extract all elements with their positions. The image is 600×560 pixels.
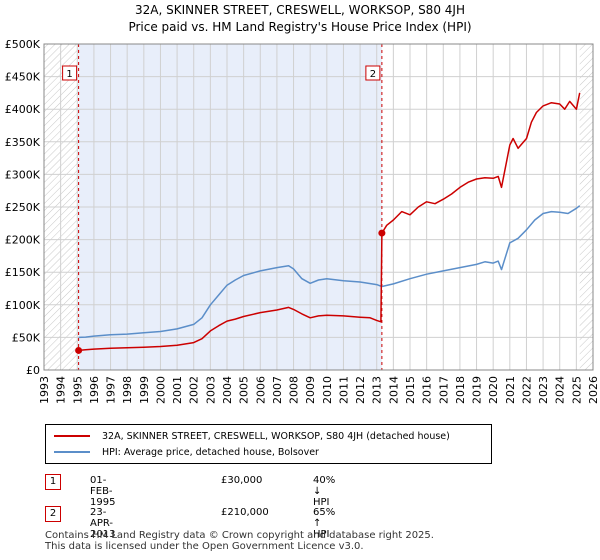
annotation-hpi: 40% ↓ HPI [313, 475, 336, 508]
x-tick-label: 2009 [304, 376, 317, 404]
chart-legend: 32A, SKINNER STREET, CRESWELL, WORKSOP, … [45, 424, 492, 464]
x-tick-label: 2015 [404, 376, 417, 404]
sale-point [378, 229, 386, 237]
y-tick-label: £500K [5, 38, 41, 51]
x-tick-label: 2025 [570, 376, 583, 404]
x-tick-label: 2010 [321, 376, 334, 404]
x-tick-label: 2016 [421, 376, 434, 404]
x-tick-label: 1999 [138, 376, 151, 404]
x-tick-label: 1994 [55, 376, 68, 404]
x-tick-label: 1995 [71, 376, 84, 404]
legend-swatch-property [54, 435, 90, 437]
x-tick-label: 2014 [387, 376, 400, 404]
annotation-date: 23-APR-2013 [90, 507, 116, 540]
x-tick-label: 2000 [154, 376, 167, 404]
x-tick-label: 2011 [337, 376, 350, 404]
property-price-line [78, 92, 581, 352]
sale-label-number: 2 [370, 69, 376, 80]
legend-label-hpi: HPI: Average price, detached house, Bols… [102, 446, 319, 458]
sale-label-number: 1 [66, 69, 72, 80]
x-tick-label: 1998 [121, 376, 134, 404]
plot-border [43, 43, 594, 371]
x-tick-label: 2024 [554, 376, 567, 404]
x-tick-label: 2026 [587, 376, 600, 404]
x-tick-label: 2012 [354, 376, 367, 404]
chart-subtitle: Price paid vs. HM Land Registry's House … [128, 20, 472, 34]
legend-entry-property: 32A, SKINNER STREET, CRESWELL, WORKSOP, … [54, 428, 450, 444]
annotation-number: 1 [45, 474, 61, 490]
x-tick-label: 2005 [238, 376, 251, 404]
y-tick-label: £200K [5, 234, 41, 247]
x-tick-label: 2001 [171, 376, 184, 404]
x-tick-label: 2021 [504, 376, 517, 404]
annotation-number: 2 [45, 506, 61, 522]
sale-label-box [62, 65, 78, 81]
x-tick-label: 2004 [221, 376, 234, 404]
footer-licence: This data is licensed under the Open Gov… [45, 541, 364, 552]
y-tick-label: £350K [5, 136, 41, 149]
y-tick-label: £50K [12, 331, 41, 344]
x-tick-label: 2017 [437, 376, 450, 404]
y-tick-label: £400K [5, 103, 41, 116]
x-tick-label: 2022 [520, 376, 533, 404]
x-tick-label: 2020 [487, 376, 500, 404]
annotation-date: 01-FEB-1995 [90, 475, 116, 508]
x-tick-label: 2008 [288, 376, 301, 404]
x-tick-label: 2007 [271, 376, 284, 404]
legend-entry-hpi: HPI: Average price, detached house, Bols… [54, 444, 319, 460]
annotation-price: £210,000 [221, 507, 269, 518]
x-tick-label: 2003 [204, 376, 217, 404]
x-tick-label: 1993 [38, 376, 51, 404]
hpi-line [78, 205, 581, 339]
sale-label-box [365, 65, 381, 81]
x-tick-label: 2018 [454, 376, 467, 404]
x-tick-label: 2002 [188, 376, 201, 404]
sale-point [75, 346, 83, 354]
x-tick-label: 2013 [371, 376, 384, 404]
y-tick-label: £100K [5, 299, 41, 312]
x-tick-label: 1996 [88, 376, 101, 404]
y-tick-label: £0 [26, 364, 40, 377]
y-tick-label: £250K [5, 201, 41, 214]
annotation-price: £30,000 [221, 475, 263, 486]
x-tick-label: 2006 [254, 376, 267, 404]
legend-label-property: 32A, SKINNER STREET, CRESWELL, WORKSOP, … [102, 430, 450, 442]
y-tick-label: £300K [5, 168, 41, 181]
footer-copyright: Contains HM Land Registry data © Crown c… [45, 530, 434, 541]
x-tick-label: 1997 [105, 376, 118, 404]
price-chart: 1 2 £0 £50K £100K £150K £200K £250K £300K £350K £… [5, 38, 600, 404]
legend-swatch-hpi [54, 451, 90, 453]
x-tick-label: 2019 [471, 376, 484, 404]
x-tick-label: 2023 [537, 376, 550, 404]
y-tick-label: £150K [5, 266, 41, 279]
chart-title: 32A, SKINNER STREET, CRESWELL, WORKSOP, … [135, 3, 465, 17]
y-tick-label: £450K [5, 71, 41, 84]
annotation-hpi: 65% ↑ HPI [313, 507, 336, 540]
